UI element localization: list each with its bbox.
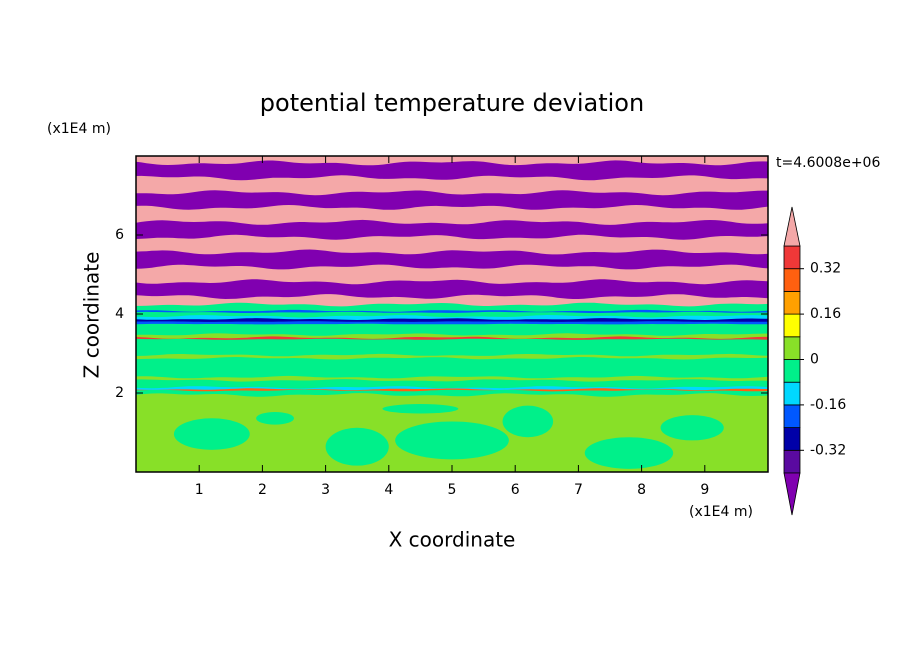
colorbar-box [783, 359, 801, 383]
x-tick-label: 3 [321, 482, 330, 498]
colorbar-box [783, 313, 801, 338]
x-tick-label: 5 [448, 482, 457, 498]
x-tick-label: 1 [195, 482, 204, 498]
colorbar-box [783, 449, 801, 474]
x-tick-label: 2 [258, 482, 267, 498]
colorbar-box [783, 381, 801, 406]
colorbar-box [783, 427, 801, 451]
contour-field [136, 156, 768, 472]
contour-region [325, 427, 389, 466]
colorbar-tick-label: -0.32 [810, 442, 846, 458]
x-tick-label: 8 [637, 482, 646, 498]
y-tick-label: 6 [115, 227, 124, 243]
contour-region [256, 411, 294, 425]
colorbar-extend-above [783, 206, 801, 247]
contour-region [502, 405, 554, 438]
time-label: t=4.6008e+06 [776, 155, 880, 171]
colorbar-box [783, 404, 801, 428]
axes: 1 2 3 4 5 6 7 8 9 2 4 6 0.32 0.16 0 -0.16 -0.32 [115, 155, 846, 516]
x-tick-label: 4 [384, 482, 393, 498]
x-tick-label: 9 [700, 482, 709, 498]
colorbar-tick-label: 0.32 [810, 261, 841, 277]
contour-region [660, 415, 724, 441]
contour-region [173, 418, 250, 450]
colorbar-box [783, 245, 801, 270]
contour-region [395, 421, 509, 460]
x-tick-label: 6 [511, 482, 520, 498]
y-unit: (x1E4 m) [47, 121, 111, 137]
colorbar-box [783, 336, 801, 360]
x-axis-label: X coordinate [389, 528, 516, 552]
colorbar-box [783, 290, 801, 315]
colorbar-tick-label: 0.16 [810, 306, 841, 322]
chart-title: potential temperature deviation [260, 89, 644, 117]
x-unit: (x1E4 m) [689, 504, 753, 520]
y-axis-label: Z coordinate [80, 252, 104, 379]
y-tick-label: 4 [115, 306, 124, 322]
colorbar-tick-label: 0 [810, 352, 819, 368]
x-tick-label: 7 [574, 482, 583, 498]
colorbar-extend-below [783, 472, 801, 516]
contour-region [584, 437, 674, 469]
colorbar-box [783, 268, 801, 292]
y-tick-label: 2 [115, 385, 124, 401]
contour-region [382, 404, 459, 414]
colorbar-tick-label: -0.16 [810, 397, 846, 413]
